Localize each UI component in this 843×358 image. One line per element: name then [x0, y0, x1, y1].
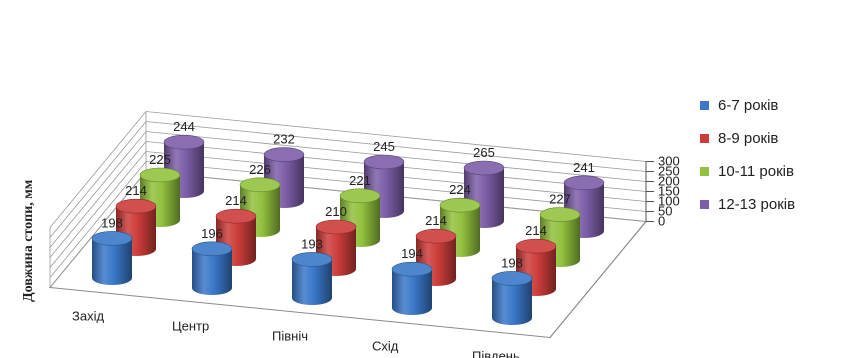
data-label: 214	[525, 223, 547, 238]
bar-top	[415, 228, 457, 244]
bar-top	[515, 238, 557, 254]
data-label: 214	[425, 213, 447, 228]
legend-swatch	[700, 200, 709, 209]
y-tick-label: 250	[658, 164, 680, 179]
bar-top	[191, 241, 233, 257]
data-label: 225	[149, 152, 171, 167]
bar-top	[163, 134, 205, 150]
data-label: 232	[273, 132, 295, 147]
category-axis: Захід Центр Північ Схід Південь	[72, 309, 520, 358]
bar-top	[91, 231, 133, 246]
legend-label: 8-9 років	[718, 130, 778, 147]
floor-edge	[549, 221, 647, 338]
bar-top	[463, 160, 505, 176]
plot-area	[91, 134, 605, 325]
bar-6-7-років-північ	[291, 252, 333, 305]
category-label-південь: Південь	[472, 349, 520, 358]
data-label: 196	[201, 226, 223, 241]
data-label: 241	[573, 160, 595, 175]
legend-swatch	[700, 101, 709, 110]
data-label: 227	[549, 192, 571, 207]
data-label: 214	[225, 193, 247, 208]
legend-swatch	[700, 167, 709, 176]
bar-top	[391, 261, 433, 277]
bar-top	[291, 252, 333, 267]
bar-body	[392, 269, 432, 315]
bar-body	[292, 259, 332, 305]
bar-top	[563, 175, 605, 191]
y-tick-label: 300	[658, 154, 680, 169]
legend-label: 12-13 років	[718, 196, 795, 213]
bar-6-7-років-схід	[391, 261, 433, 315]
data-label: 198	[101, 215, 123, 230]
bar-top	[115, 198, 157, 214]
bar-top	[439, 197, 481, 213]
y-tick-label: 100	[658, 194, 680, 209]
y-tick-label: 50	[658, 204, 672, 219]
data-label: 198	[501, 255, 523, 270]
legend-label: 10-11 років	[718, 163, 794, 180]
data-label: 245	[373, 139, 395, 154]
bar-6-7-років-південь	[491, 271, 533, 325]
legend: 6-7 років 8-9 років 10-11 років 12-13 років	[700, 97, 795, 213]
y-tick-label: 150	[658, 184, 680, 199]
category-label-захід: Захід	[72, 309, 104, 324]
legend-item-10-11-років: 10-11 років	[700, 163, 794, 180]
bar-top	[139, 167, 181, 183]
gridlines	[49, 111, 647, 338]
data-label: 244	[173, 119, 195, 134]
bar-top	[263, 147, 305, 162]
y-tick-label: 0	[658, 214, 665, 229]
bar-top	[339, 188, 381, 204]
bar-top	[539, 207, 581, 222]
category-label-схід: Схід	[372, 339, 399, 354]
data-label: 221	[349, 173, 371, 188]
legend-swatch	[700, 134, 709, 143]
legend-item-8-9-років: 8-9 років	[700, 130, 778, 147]
data-label: 265	[473, 145, 495, 160]
category-label-північ: Північ	[272, 329, 308, 344]
data-labels: 244 232 245 265 241 225 226 221 224 227 214 214 210 2…	[101, 119, 595, 270]
data-label: 194	[401, 246, 423, 261]
y-axis-title: Довжина стопи, мм	[21, 179, 36, 302]
y-tick-label: 200	[658, 174, 680, 189]
bar-top	[363, 154, 405, 170]
bar-body	[192, 248, 232, 295]
legend-label: 6-7 років	[718, 97, 778, 114]
bar-body	[92, 238, 132, 285]
bar-6-7-років-центр	[191, 241, 233, 295]
bar-top	[215, 208, 257, 224]
data-label: 193	[301, 236, 323, 251]
data-label: 210	[325, 204, 347, 219]
bar-top	[491, 271, 533, 286]
bar-6-7-років-захід	[91, 231, 133, 285]
legend-item-12-13-років: 12-13 років	[700, 196, 795, 213]
legend-item-6-7-років: 6-7 років	[700, 97, 778, 114]
category-label-центр: Центр	[172, 319, 209, 334]
data-label: 224	[449, 182, 471, 197]
bar-top	[315, 219, 357, 235]
bar-top	[239, 177, 281, 193]
data-label: 226	[249, 162, 271, 177]
data-label: 214	[125, 183, 147, 198]
bar-body	[492, 278, 532, 325]
